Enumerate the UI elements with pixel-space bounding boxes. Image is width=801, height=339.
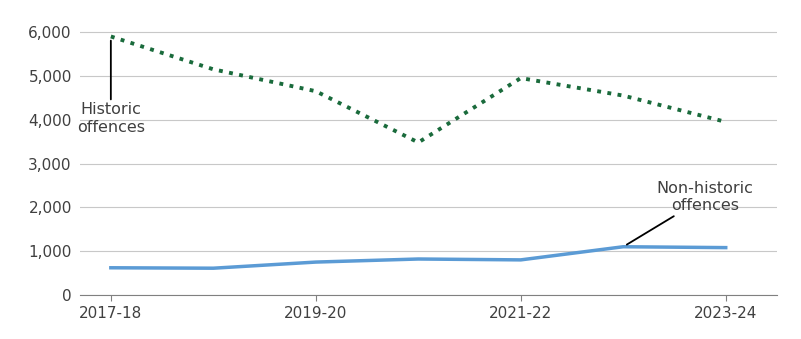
Text: Non-historic
offences: Non-historic offences bbox=[627, 181, 754, 244]
Text: Historic
offences: Historic offences bbox=[77, 41, 145, 135]
